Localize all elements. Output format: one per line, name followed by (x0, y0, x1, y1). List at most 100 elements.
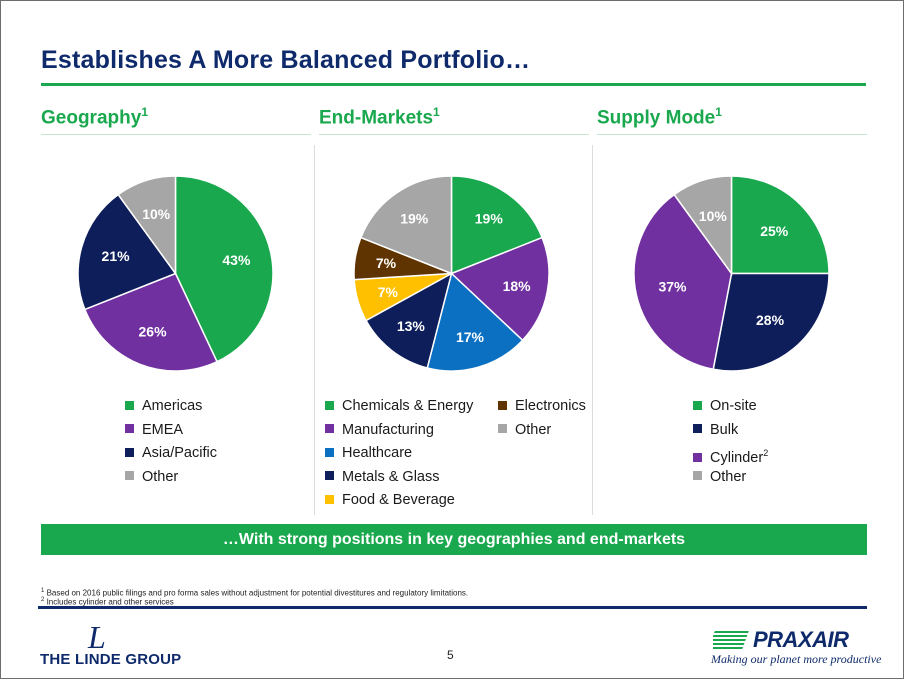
pie-data-label: 18% (503, 278, 532, 294)
legend-swatch (693, 424, 702, 434)
legend-swatch (693, 400, 702, 410)
pie-slice-manufacturing (450, 236, 550, 342)
supply-mode-legend: On-site Bulk Cylinder2 Other (693, 395, 768, 489)
pie-slice-emea (83, 272, 219, 372)
legend-column: Chemicals & Energy Manufacturing Healthcar… (325, 395, 473, 513)
pie-slice-other (359, 175, 453, 275)
footnote-marker: 1 (433, 105, 440, 119)
legend-label: Other (142, 468, 179, 485)
pie-slice-asia-pacific (77, 193, 177, 311)
legend-swatch (325, 424, 334, 434)
legend-swatch (693, 452, 702, 462)
pie-data-label: 19% (475, 211, 504, 227)
legend-item-other: Other (498, 419, 586, 443)
legend-label: Manufacturing (342, 421, 434, 438)
legend-label: Bulk (710, 421, 739, 438)
legend-swatch (325, 400, 334, 410)
column-rule (41, 134, 311, 135)
pie-data-label: 25% (760, 223, 789, 239)
legend-label: Chemicals & Energy (342, 398, 474, 414)
legend-item-other: Other (693, 466, 768, 490)
footnote-marker: 2 (41, 597, 45, 603)
footnote-text: Based on 2016 public filings and pro for… (46, 588, 469, 598)
legend-swatch (125, 471, 134, 481)
footnote-marker: 1 (715, 105, 722, 119)
legend-item-emea: EMEA (125, 419, 217, 443)
footnote-1: 1 Based on 2016 public filings and pro f… (41, 588, 468, 598)
pie-data-label: 10% (699, 208, 728, 224)
linde-script-l: L (87, 622, 106, 655)
legend-swatch (498, 400, 507, 410)
column-heading-geography: Geography1 (41, 105, 148, 129)
legend-swatch (498, 424, 507, 434)
footer-divider (38, 606, 867, 609)
legend-item-americas: Americas (125, 395, 217, 419)
praxair-logo-text: PRAXAIR (753, 627, 849, 652)
legend-item-chemicals-energy: Chemicals & Energy (325, 395, 473, 419)
legend-column: Electronics Other (498, 395, 586, 442)
slide-title: Establishes A More Balanced Portfolio… (41, 46, 531, 74)
legend-item-manufacturing: Manufacturing (325, 419, 473, 443)
legend-label: Asia/Pacific (142, 445, 217, 461)
column-separator (592, 145, 593, 515)
pie-data-label: 37% (658, 279, 687, 295)
column-separator (314, 145, 315, 515)
column-heading-supply-mode: Supply Mode1 (597, 105, 722, 129)
footnote-text: Includes cylinder and other services (46, 597, 174, 607)
pie-slice-metals-glass (365, 272, 453, 369)
legend-swatch (125, 400, 134, 410)
praxair-tagline: Making our planet more productive (711, 652, 882, 666)
legend-label: Food & Beverage (342, 492, 455, 508)
column-heading-text: Supply Mode (597, 107, 716, 129)
pie-data-label: 21% (102, 248, 131, 264)
column-heading-text: End-Markets (319, 107, 434, 129)
column-heading-text: Geography (41, 107, 142, 129)
column-rule (319, 134, 589, 135)
legend-label: Electronics (515, 398, 586, 414)
geography-legend: Americas EMEA Asia/Pacific Other (125, 395, 217, 489)
end-markets-pie-chart: 19% 18% 17% 13% 7% 7% 19% (353, 175, 550, 372)
pie-slice-americas (174, 175, 274, 363)
pie-data-label: 10% (142, 206, 171, 222)
legend-item-food-beverage: Food & Beverage (325, 489, 473, 513)
pie-slice-on-site (730, 175, 830, 275)
legend-item-healthcare: Healthcare (325, 442, 473, 466)
legend-swatch (325, 471, 334, 481)
linde-logo-text: THE LINDE GROUP (40, 651, 182, 668)
title-divider (41, 83, 866, 86)
pie-slice-healthcare (426, 272, 524, 372)
footnote-marker: 2 (763, 448, 769, 458)
pie-data-label: 7% (378, 284, 399, 300)
legend-item-cylinder: Cylinder2 (693, 442, 768, 466)
legend-label: Metals & Glass (342, 468, 440, 485)
legend-swatch (325, 494, 334, 504)
footnote-marker: 1 (141, 105, 148, 119)
pie-data-label: 43% (222, 252, 251, 268)
footnote-2: 2 Includes cylinder and other services (41, 597, 174, 607)
praxair-logo-mark (713, 631, 749, 649)
pie-data-label: 28% (756, 312, 785, 328)
legend-label: On-site (710, 398, 757, 414)
legend-label: Healthcare (342, 445, 413, 461)
legend-swatch (325, 447, 334, 457)
legend-label: Cylinder (710, 449, 764, 466)
footnote-marker: 1 (41, 588, 45, 594)
pie-data-label: 26% (139, 324, 168, 340)
legend-label: Other (515, 421, 552, 438)
pie-data-label: 7% (376, 255, 397, 271)
legend-item-asia-pacific: Asia/Pacific (125, 442, 217, 466)
summary-banner: …With strong positions in key geographie… (41, 524, 867, 555)
pie-slice-other (117, 175, 177, 276)
legend-swatch (125, 424, 134, 434)
pie-data-label: 19% (400, 211, 429, 227)
legend-label: Americas (142, 398, 203, 414)
legend-item-metals-glass: Metals & Glass (325, 466, 473, 490)
geography-pie-chart: 43% 26% 21% 10% (77, 175, 274, 372)
supply-mode-pie-chart: 25% 28% 37% 10% (633, 175, 830, 372)
pie-slice-chemicals-energy (450, 175, 544, 275)
pie-slice-other (673, 175, 733, 276)
legend-item-other: Other (125, 466, 217, 490)
linde-logo-mark: L (87, 622, 106, 655)
legend-swatch (125, 447, 134, 457)
column-heading-end-markets: End-Markets1 (319, 105, 440, 129)
